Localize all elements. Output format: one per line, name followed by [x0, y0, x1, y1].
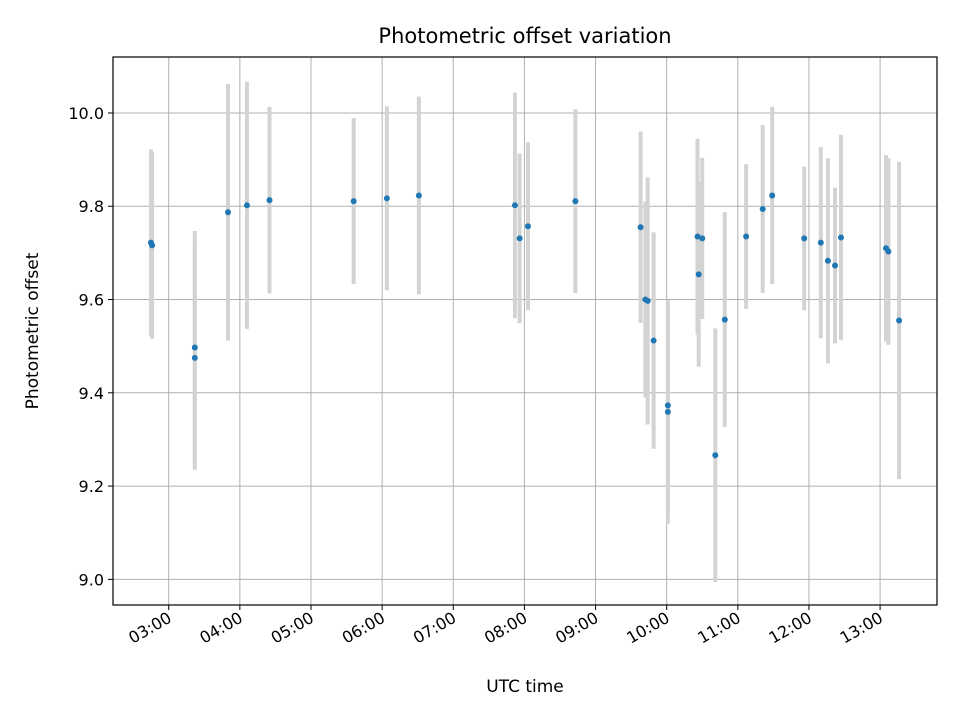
data-point — [524, 223, 531, 230]
data-point — [149, 242, 156, 249]
y-tick-label: 9.2 — [79, 477, 104, 496]
data-point — [759, 206, 766, 213]
data-point — [664, 408, 671, 415]
data-point — [712, 452, 719, 459]
data-point — [511, 202, 518, 209]
data-point — [801, 235, 808, 242]
data-point — [243, 202, 250, 209]
x-axis-title: UTC time — [486, 677, 564, 697]
y-tick-label: 9.4 — [79, 384, 104, 403]
y-axis-ticks: 9.0 9.2 9.4 9.6 9.8 10.0 — [68, 104, 113, 589]
data-point — [699, 235, 706, 242]
data-point — [350, 198, 357, 205]
y-tick-label: 9.6 — [79, 291, 104, 310]
data-point — [266, 197, 273, 204]
data-point — [694, 233, 701, 240]
data-point — [191, 344, 198, 351]
data-point — [896, 317, 903, 324]
data-point — [383, 195, 390, 202]
data-point — [644, 297, 651, 304]
data-point — [650, 337, 657, 344]
chart-title: Photometric offset variation — [378, 24, 671, 48]
data-point — [191, 354, 198, 361]
y-tick-label: 10.0 — [68, 104, 104, 123]
data-point — [721, 316, 728, 323]
data-point — [817, 239, 824, 246]
grid-layer — [113, 57, 937, 605]
data-point — [415, 192, 422, 199]
data-point — [572, 198, 579, 205]
data-point — [832, 262, 839, 269]
plot-frame — [112, 56, 938, 606]
y-axis-title: Photometric offset — [23, 252, 43, 409]
data-point — [637, 224, 644, 231]
data-point — [743, 233, 750, 240]
data-point — [885, 248, 892, 255]
data-point — [664, 402, 671, 409]
data-point — [695, 271, 702, 278]
data-point — [837, 234, 844, 241]
point-layer — [147, 192, 903, 459]
data-point — [769, 192, 776, 199]
data-point — [824, 257, 831, 264]
y-tick-label: 9.8 — [79, 197, 104, 216]
y-tick-label: 9.0 — [79, 570, 104, 589]
data-point — [516, 235, 523, 242]
data-point — [225, 209, 232, 216]
